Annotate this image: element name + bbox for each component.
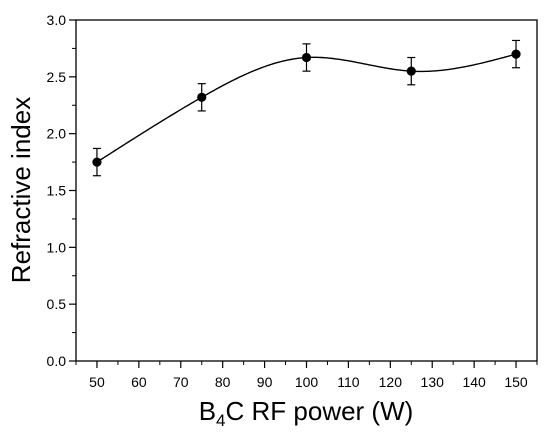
x-tick-label: 70 bbox=[173, 374, 189, 390]
y-axis-title: Refractive index bbox=[6, 97, 36, 283]
data-point bbox=[92, 157, 102, 167]
data-point bbox=[406, 66, 416, 76]
y-tick-label: 2.5 bbox=[47, 69, 67, 85]
x-axis-title-main: B bbox=[199, 396, 216, 426]
x-axis-title-rest: C RF power (W) bbox=[226, 396, 414, 426]
y-tick-label: 1.0 bbox=[47, 239, 67, 255]
x-axis-title-subscript: 4 bbox=[216, 411, 225, 430]
y-tick-label: 0.0 bbox=[47, 353, 67, 369]
y-tick-label: 2.0 bbox=[47, 126, 67, 142]
x-tick-label: 90 bbox=[257, 374, 273, 390]
axis-ticks bbox=[69, 19, 538, 368]
data-point bbox=[511, 49, 521, 59]
y-tick-label: 3.0 bbox=[47, 12, 67, 28]
x-tick-label: 60 bbox=[131, 374, 147, 390]
x-tick-label: 140 bbox=[462, 374, 486, 390]
x-tick-label: 120 bbox=[379, 374, 403, 390]
x-tick-label: 80 bbox=[215, 374, 231, 390]
x-tick-label: 100 bbox=[295, 374, 319, 390]
data-point bbox=[197, 92, 207, 102]
data-points bbox=[92, 49, 521, 167]
x-tick-label: 130 bbox=[421, 374, 445, 390]
x-axis-title: B4C RF power (W) bbox=[199, 396, 414, 430]
y-tick-label: 0.5 bbox=[47, 296, 67, 312]
x-tick-label: 50 bbox=[89, 374, 105, 390]
y-tick-label: 1.5 bbox=[47, 183, 67, 199]
x-tick-label: 110 bbox=[337, 374, 360, 390]
data-point bbox=[301, 52, 312, 63]
axis-tick-labels: 50 60 70 80 90 100 110 120 130 140 150 0.0 0.5 1.0 1.5… bbox=[47, 12, 528, 390]
x-tick-label: 150 bbox=[504, 374, 528, 390]
